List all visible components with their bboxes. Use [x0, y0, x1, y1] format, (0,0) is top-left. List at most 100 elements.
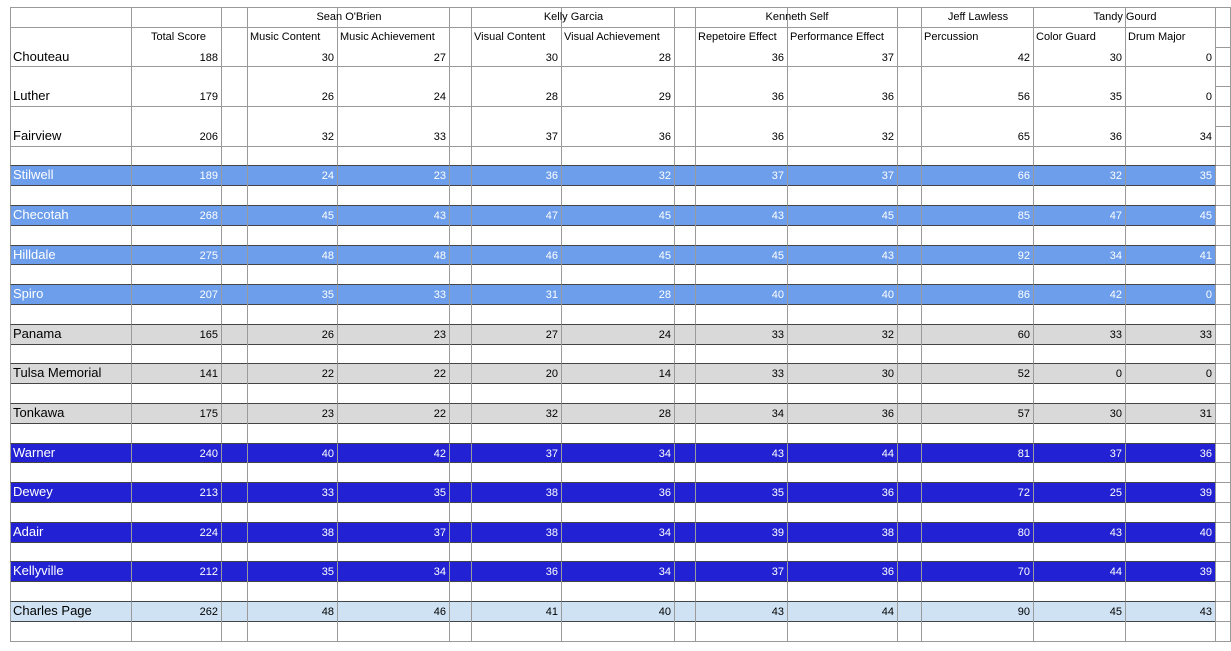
score: 70	[1017, 566, 1030, 579]
score: 165	[199, 328, 218, 341]
score: 43	[881, 249, 894, 262]
grid-cell	[788, 165, 898, 187]
grid-cell	[248, 46, 338, 68]
grid-cell	[696, 284, 788, 305]
score: 25	[1109, 487, 1122, 500]
grid-cell	[1034, 323, 1126, 345]
grid-cell	[898, 482, 922, 503]
grid-cell	[1034, 66, 1126, 88]
school-name: Checotah	[13, 207, 69, 222]
grid-cell	[472, 422, 562, 444]
grid-cell	[248, 403, 338, 424]
grid-cell	[10, 561, 132, 583]
grid-cell	[1126, 106, 1216, 127]
grid-cell	[562, 165, 675, 187]
grid-cell	[132, 7, 222, 28]
grid-cell	[696, 581, 788, 602]
grid-cell	[675, 66, 696, 88]
grid-cell	[450, 106, 472, 127]
grid-cell	[1216, 323, 1231, 345]
grid-cell	[898, 66, 922, 88]
score: 45	[321, 210, 334, 222]
grid-cell	[696, 502, 788, 523]
score: 35	[1109, 91, 1122, 104]
score: 33	[433, 289, 446, 302]
score: 20	[545, 368, 558, 381]
grid-cell	[562, 185, 675, 206]
grid-cell	[898, 601, 922, 622]
score: 36	[658, 487, 671, 500]
grid-cell	[675, 541, 696, 563]
grid-cell	[338, 620, 450, 642]
grid-cell	[1216, 561, 1231, 583]
score: 40	[1199, 526, 1212, 539]
score: 27	[433, 51, 446, 64]
score: 44	[881, 447, 894, 460]
grid-cell	[788, 46, 898, 68]
grid-cell	[10, 145, 132, 167]
score: 92	[1017, 249, 1030, 262]
score: 24	[321, 170, 334, 183]
grid-cell	[338, 422, 450, 444]
score: 29	[658, 91, 671, 104]
grid-cell	[922, 7, 1034, 28]
grid-cell	[222, 46, 248, 68]
column-header: Visual Achievement	[564, 30, 660, 43]
grid-cell	[10, 284, 132, 305]
grid-cell	[562, 581, 675, 602]
grid-cell	[1034, 284, 1126, 305]
grid-cell	[898, 502, 922, 523]
grid-cell	[696, 442, 788, 464]
grid-cell	[675, 7, 696, 28]
grid-cell	[898, 224, 922, 246]
school-name: Tulsa Memorial	[13, 365, 102, 381]
grid-cell	[450, 86, 472, 107]
grid-cell	[898, 343, 922, 365]
school-name: Hilldale	[13, 246, 56, 262]
score: 41	[545, 606, 558, 618]
grid-cell	[222, 601, 248, 622]
grid-cell	[1126, 403, 1216, 424]
grid-cell	[472, 601, 562, 622]
score: 37	[771, 170, 784, 183]
score: 22	[433, 368, 446, 381]
score: 39	[1199, 487, 1212, 500]
grid-cell	[222, 145, 248, 167]
score: 46	[433, 606, 446, 618]
grid-cell	[1034, 383, 1126, 404]
grid-cell	[222, 244, 248, 266]
grid-cell	[562, 620, 675, 642]
grid-cell	[1126, 7, 1216, 28]
score: 212	[199, 566, 218, 579]
school-name: Charles Page	[13, 603, 92, 618]
grid-cell	[338, 541, 450, 563]
grid-cell	[1034, 304, 1126, 325]
score: 32	[881, 130, 894, 143]
grid-cell	[675, 601, 696, 622]
score: 32	[658, 170, 671, 183]
grid-cell	[1126, 462, 1216, 484]
grid-cell	[1034, 482, 1126, 503]
grid-cell	[338, 7, 450, 28]
score: 60	[1017, 328, 1030, 341]
score: 42	[433, 447, 446, 460]
grid-cell	[132, 205, 222, 226]
score: 24	[433, 91, 446, 104]
school-name: Warner	[13, 444, 56, 460]
grid-cell	[922, 521, 1034, 543]
grid-cell	[788, 561, 898, 583]
grid-cell	[450, 26, 472, 48]
grid-cell	[132, 264, 222, 286]
grid-cell	[675, 581, 696, 602]
grid-cell	[675, 502, 696, 523]
score: 32	[1109, 170, 1122, 183]
column-header: Color Guard	[1036, 30, 1096, 43]
grid-cell	[222, 462, 248, 484]
grid-cell	[922, 343, 1034, 365]
score: 34	[1199, 130, 1212, 143]
grid-cell	[472, 561, 562, 583]
score: 47	[545, 210, 558, 222]
score: 40	[881, 289, 894, 302]
grid-cell	[450, 422, 472, 444]
grid-cell	[922, 145, 1034, 167]
